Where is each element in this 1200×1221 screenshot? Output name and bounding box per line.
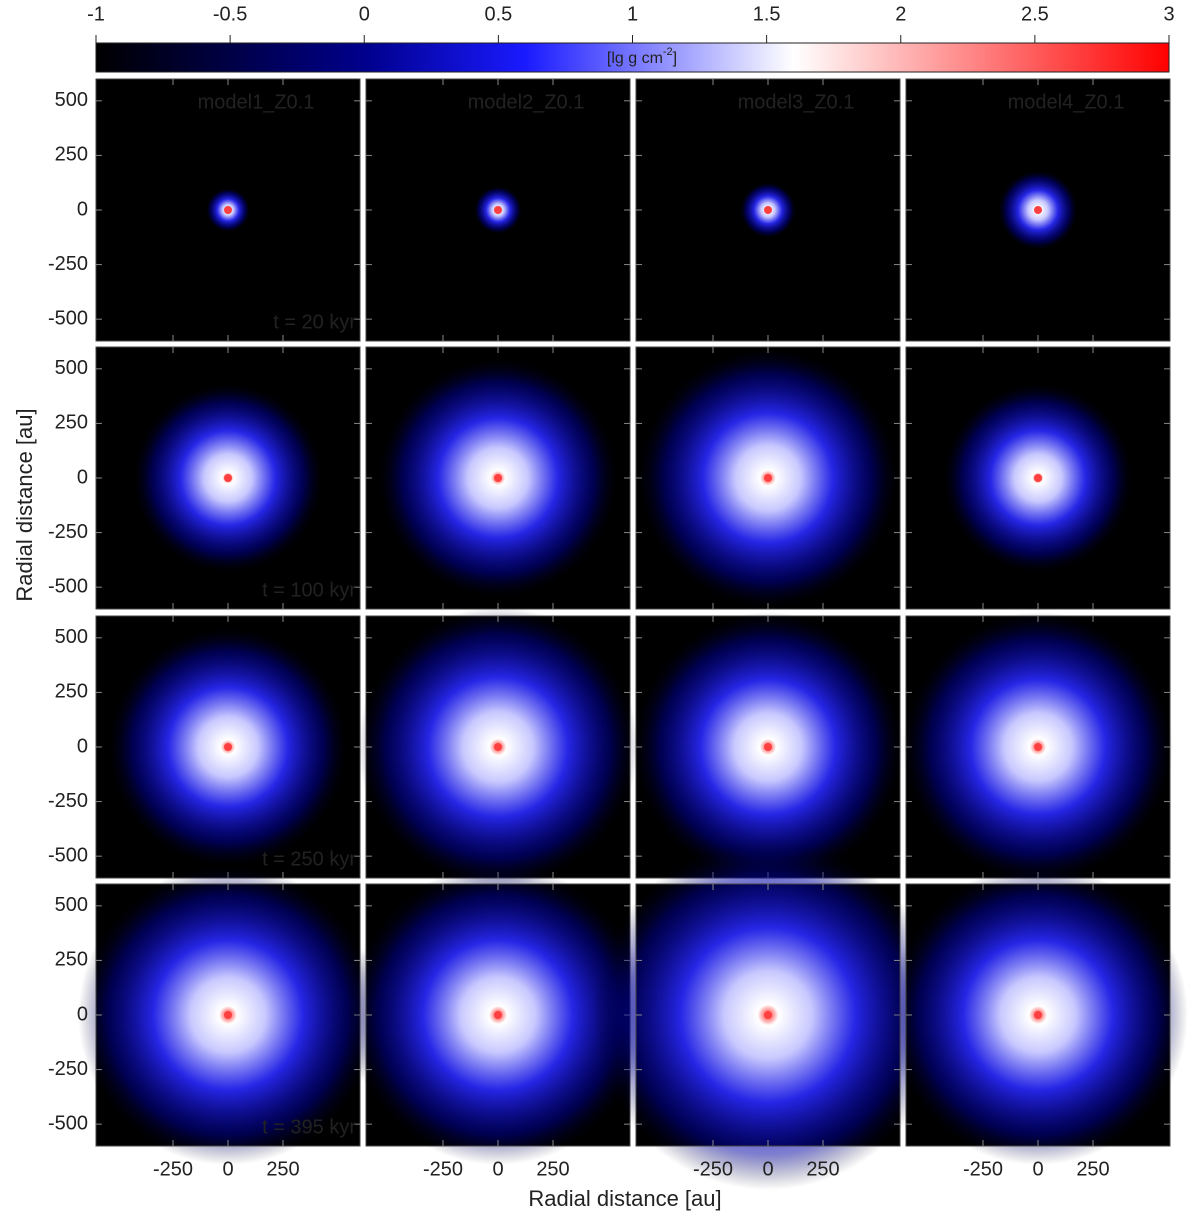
- protostar: [224, 1011, 232, 1019]
- protostar: [764, 474, 772, 482]
- protostar: [494, 474, 502, 482]
- row-label: t = 20 kyr: [273, 311, 356, 333]
- colorbar-tick-label: 2.5: [1021, 3, 1049, 25]
- row-label: t = 100 kyr: [262, 579, 356, 601]
- x-axis-label: Radial distance [au]: [528, 1186, 721, 1211]
- colorbar-label-end: ]: [673, 50, 677, 67]
- protostar: [494, 1011, 502, 1019]
- y-tick-label: 0: [77, 1003, 88, 1025]
- protostar: [764, 1011, 772, 1019]
- x-tick-label: -250: [693, 1158, 733, 1180]
- y-tick-label: 500: [55, 626, 88, 648]
- y-tick-label: -250: [48, 253, 88, 275]
- x-tick-label: 0: [492, 1158, 503, 1180]
- panel-title: model3_Z0.1: [738, 91, 855, 113]
- protostar: [224, 206, 232, 214]
- x-tick-label: 250: [266, 1158, 299, 1180]
- y-tick-label: 500: [55, 89, 88, 111]
- protostar: [1034, 1011, 1042, 1019]
- x-tick-label: -250: [423, 1158, 463, 1180]
- y-tick-label: 250: [55, 412, 88, 434]
- colorbar-tick-label: 3: [1163, 3, 1174, 25]
- y-tick-label: 500: [55, 357, 88, 379]
- x-tick-label: 250: [806, 1158, 839, 1180]
- x-tick-label: -250: [963, 1158, 1003, 1180]
- x-tick-label: 0: [222, 1158, 233, 1180]
- x-tick-label: 0: [1032, 1158, 1043, 1180]
- y-tick-label: 250: [55, 681, 88, 703]
- colorbar-tick-label: 0.5: [484, 3, 512, 25]
- panel-title: model1_Z0.1: [198, 91, 315, 113]
- x-tick-label: 250: [1076, 1158, 1109, 1180]
- y-tick-label: -500: [48, 1112, 88, 1134]
- panel-title: model4_Z0.1: [1008, 91, 1125, 113]
- protostar: [764, 743, 772, 751]
- protostar: [494, 206, 502, 214]
- colorbar-label-sup: -2: [663, 46, 673, 58]
- protostar: [1034, 743, 1042, 751]
- y-tick-label: -250: [48, 1058, 88, 1080]
- colorbar-tick-label: 0: [359, 3, 370, 25]
- protostar: [764, 206, 772, 214]
- y-tick-label: 0: [77, 466, 88, 488]
- colorbar: [95, 42, 1170, 73]
- y-tick-label: -500: [48, 575, 88, 597]
- row-label: t = 395 kyr: [262, 1116, 356, 1138]
- y-tick-label: -250: [48, 521, 88, 543]
- protostar: [224, 474, 232, 482]
- colorbar-tick-label: -1: [87, 3, 105, 25]
- y-tick-label: -500: [48, 844, 88, 866]
- y-tick-label: 500: [55, 894, 88, 916]
- protostar: [494, 743, 502, 751]
- colorbar-tick-label: 2: [895, 3, 906, 25]
- colorbar-label-text: [lg g cm: [607, 50, 663, 67]
- x-tick-label: 0: [762, 1158, 773, 1180]
- protostar: [1034, 206, 1042, 214]
- panel-title: model2_Z0.1: [468, 91, 585, 113]
- x-tick-label: -250: [153, 1158, 193, 1180]
- y-tick-label: -500: [48, 307, 88, 329]
- y-tick-label: 250: [55, 144, 88, 166]
- colorbar-tick-label: 1: [627, 3, 638, 25]
- colorbar-label: [lg g cm-2]: [607, 46, 677, 67]
- protostar: [1034, 474, 1042, 482]
- x-tick-label: 250: [536, 1158, 569, 1180]
- y-tick-label: 0: [77, 735, 88, 757]
- y-tick-label: 250: [55, 949, 88, 971]
- protostar: [224, 743, 232, 751]
- y-tick-label: -250: [48, 790, 88, 812]
- colorbar-tick-label: -0.5: [213, 3, 247, 25]
- y-tick-label: 0: [77, 198, 88, 220]
- colorbar-tick-label: 1.5: [753, 3, 781, 25]
- y-axis-label: Radial distance [au]: [12, 408, 37, 601]
- row-label: t = 250 kyr: [262, 848, 356, 870]
